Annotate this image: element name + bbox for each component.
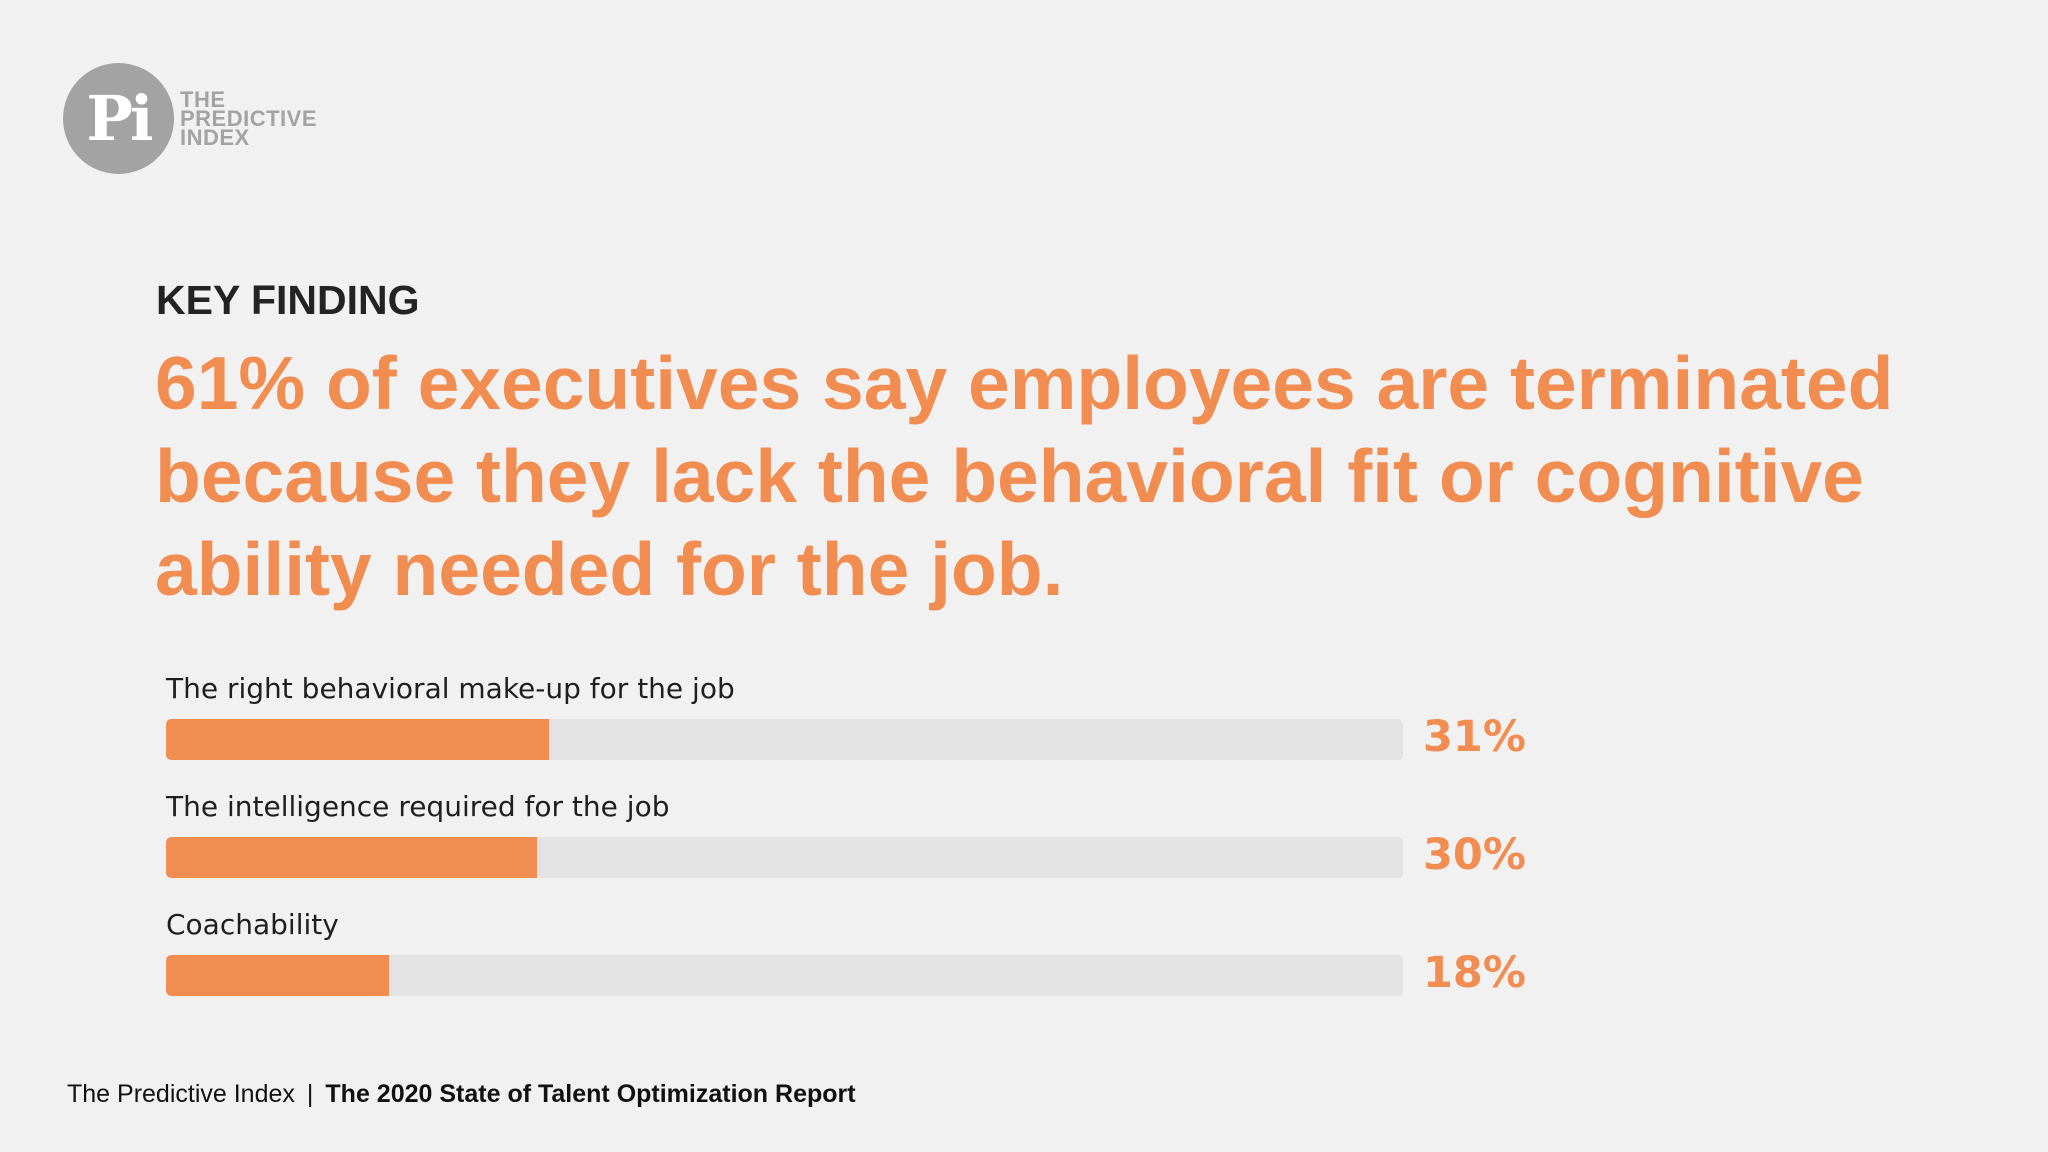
logo-wordmark: THE PREDICTIVE INDEX — [180, 87, 318, 150]
bar-label: Coachability — [166, 908, 339, 941]
logo-wordmark-line: PREDICTIVE — [180, 106, 318, 131]
bar-value-label: 31% — [1423, 712, 1526, 762]
footer-report-title: The 2020 State of Talent Optimization Re… — [325, 1080, 856, 1108]
logo-wordmark-line: THE — [180, 87, 226, 112]
bar-row: The right behavioral make-up for the job… — [166, 672, 1546, 790]
footer-separator: | — [306, 1080, 314, 1108]
bar-fill — [166, 719, 550, 760]
bar-track — [166, 955, 1403, 996]
bar-row: The intelligence required for the job 30% — [166, 790, 1546, 908]
logo-monogram: Pi — [86, 82, 153, 155]
footer: The Predictive Index | The 2020 State of T… — [67, 1080, 856, 1109]
bar-value-label: 30% — [1423, 830, 1526, 880]
bar-label: The intelligence required for the job — [166, 790, 670, 823]
logo-wordmark-line: INDEX — [180, 125, 250, 150]
bar-fill — [166, 837, 538, 878]
bar-label: The right behavioral make-up for the job — [166, 672, 735, 705]
eyebrow-label: KEY FINDING — [156, 277, 420, 323]
headline: 61% of executives say employees are term… — [155, 341, 1894, 611]
bar-value-label: 18% — [1423, 948, 1526, 998]
pi-logo-icon: Pi — [63, 63, 174, 174]
bar-track — [166, 719, 1403, 760]
bar-chart: The right behavioral make-up for the job… — [166, 672, 1546, 1026]
bar-track — [166, 837, 1403, 878]
brand-logo: Pi THE PREDICTIVE INDEX — [63, 63, 317, 174]
footer-source: The Predictive Index — [67, 1080, 295, 1108]
bar-fill — [166, 955, 389, 996]
bar-row: Coachability 18% — [166, 908, 1546, 1026]
